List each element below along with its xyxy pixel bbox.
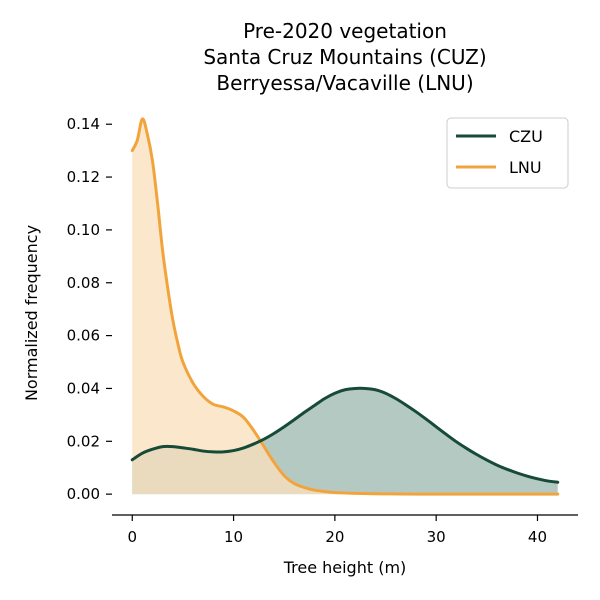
- series-line-lnu: [130, 117, 560, 496]
- y-tick-label: 0.00: [67, 485, 100, 503]
- x-tick-label: 10: [224, 528, 243, 546]
- y-tick-label: 0.14: [67, 115, 100, 133]
- x-tick-label: 30: [427, 528, 446, 546]
- y-tick-label: 0.08: [67, 274, 100, 292]
- y-tick-label: 0.10: [67, 221, 100, 239]
- legend-label-lnu: LNU: [509, 158, 542, 177]
- chart-title: Pre-2020 vegetation Santa Cruz Mountains…: [203, 19, 486, 95]
- legend-label-czu: CZU: [509, 127, 543, 146]
- chart-title-line-3: Berryessa/Vacaville (LNU): [216, 71, 473, 95]
- area-fills: [132, 118, 558, 495]
- x-tick-label: 0: [127, 528, 137, 546]
- x-tick-label: 40: [528, 528, 547, 546]
- y-axis: 0.00 0.02 0.04 0.06 0.08 0.10 0.12 0.14: [67, 115, 112, 503]
- y-tick-label: 0.12: [67, 168, 100, 186]
- y-axis-label: Normalized frequency: [22, 225, 41, 401]
- legend-box: [446, 117, 569, 189]
- area-fill-lnu: [132, 118, 558, 495]
- x-axis-label: Tree height (m): [283, 558, 407, 577]
- chart-title-line-1: Pre-2020 vegetation: [243, 19, 447, 43]
- legend: CZU LNU: [446, 117, 569, 189]
- series-line-czu: [130, 386, 560, 484]
- y-tick-label: 0.04: [67, 379, 100, 397]
- y-tick-label: 0.02: [67, 432, 100, 450]
- x-tick-label: 20: [325, 528, 344, 546]
- series-lines: [130, 117, 560, 496]
- x-axis: 0 10 20 30 40: [112, 514, 578, 546]
- y-tick-label: 0.06: [67, 327, 100, 345]
- chart-title-line-2: Santa Cruz Mountains (CUZ): [203, 45, 486, 69]
